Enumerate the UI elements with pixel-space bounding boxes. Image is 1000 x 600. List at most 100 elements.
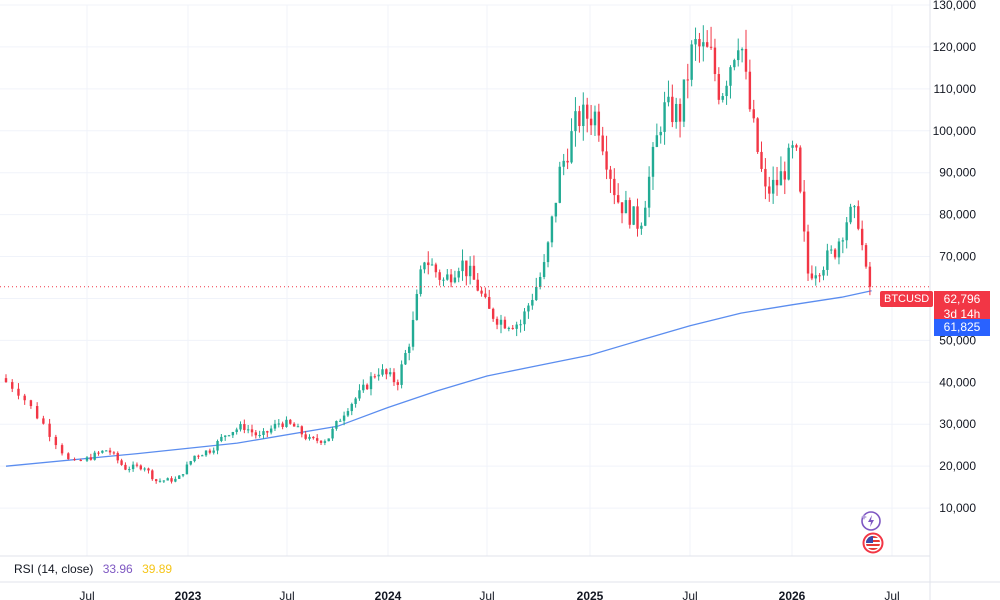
- candle-body: [223, 435, 227, 437]
- candle-body: [542, 262, 546, 277]
- rsi-value: 33.96: [102, 562, 133, 576]
- candle-body: [143, 468, 146, 470]
- candle-body: [690, 44, 693, 80]
- candle-body: [713, 47, 717, 75]
- candle-body: [709, 46, 713, 48]
- candle-body: [204, 450, 208, 456]
- candle-body: [558, 166, 561, 203]
- candle-body: [756, 118, 759, 152]
- candle-body: [833, 249, 837, 258]
- candle-body: [472, 265, 476, 280]
- candle-body: [783, 171, 786, 180]
- candle-body: [566, 160, 569, 163]
- price-tick-label: 20,000: [939, 459, 976, 473]
- candle-body: [818, 275, 821, 277]
- candle-body: [346, 411, 350, 416]
- candle-body: [628, 200, 631, 225]
- candle-body: [546, 242, 550, 263]
- candle-body: [570, 131, 573, 163]
- candle-body: [79, 459, 82, 461]
- candle-body: [791, 145, 794, 148]
- candle-body: [162, 480, 166, 482]
- candle-body: [400, 364, 403, 385]
- candle-body: [511, 327, 514, 329]
- candle-body: [538, 276, 542, 287]
- time-axis[interactable]: Jul 2023 Jul 2024 Jul 2025 Jul 2026 Jul: [79, 589, 899, 600]
- candle-body: [667, 96, 670, 103]
- candle-body: [554, 202, 558, 217]
- candle-body: [434, 264, 438, 273]
- candle-body: [85, 457, 89, 461]
- candle-body: [674, 103, 678, 123]
- candle-body: [193, 455, 196, 462]
- candle-body: [408, 346, 411, 353]
- candle-body: [480, 290, 483, 294]
- candle-body: [323, 441, 327, 443]
- candle-body: [799, 147, 802, 192]
- candle-body: [139, 465, 142, 470]
- candle-body: [589, 118, 593, 126]
- candle-body: [101, 450, 104, 453]
- candlestick-series: [4, 25, 872, 484]
- candle-body: [404, 352, 407, 365]
- candle-body: [427, 262, 430, 266]
- candle-body: [250, 429, 254, 433]
- rsi-legend[interactable]: RSI (14, close) 33.96 39.89: [0, 558, 944, 580]
- candle-body: [733, 60, 736, 68]
- moving-average-path: [5, 290, 872, 467]
- candle-body: [550, 216, 554, 243]
- candle-body: [358, 390, 361, 399]
- candle-body: [488, 297, 491, 309]
- candle-body: [616, 195, 620, 203]
- candle-body: [453, 277, 457, 283]
- candle-body: [430, 264, 434, 266]
- price-tick-label: 40,000: [939, 375, 976, 389]
- candle-body: [396, 382, 399, 385]
- candle-body: [154, 479, 158, 482]
- candle-body: [698, 38, 701, 47]
- sparkle-icon[interactable]: [860, 510, 882, 532]
- candle-body: [235, 429, 238, 433]
- candle-body: [93, 452, 96, 460]
- candle-body: [562, 160, 565, 167]
- candle-body: [678, 103, 682, 122]
- candle-body: [181, 474, 185, 476]
- candle-body: [837, 241, 841, 258]
- rsi-ma-value: 39.89: [142, 562, 173, 576]
- candle-body: [42, 418, 45, 424]
- candle-body: [239, 424, 242, 430]
- candle-body: [185, 464, 189, 475]
- candle-body: [725, 85, 728, 97]
- candle-body: [841, 240, 845, 242]
- candle-body: [659, 131, 662, 136]
- candle-body: [442, 279, 445, 281]
- candle-body: [860, 228, 864, 246]
- time-tick-label: 2023: [175, 589, 202, 600]
- candle-body: [29, 400, 33, 407]
- time-tick-label: 2025: [577, 589, 604, 600]
- candle-body: [423, 262, 426, 270]
- candle-body: [277, 423, 280, 425]
- candle-body: [721, 96, 724, 100]
- time-tick-label: 2024: [375, 589, 402, 600]
- candle-body: [849, 206, 852, 223]
- candle-body: [438, 272, 441, 280]
- candle-body: [857, 206, 860, 229]
- candle-body: [531, 299, 534, 306]
- candle-body: [826, 250, 829, 270]
- candle-body: [609, 169, 612, 179]
- candle-body: [170, 478, 173, 482]
- us-flag-icon[interactable]: [862, 532, 884, 554]
- candle-body: [752, 109, 755, 119]
- candle-body: [519, 324, 522, 326]
- candle-body: [593, 111, 597, 126]
- candle-body: [507, 327, 511, 329]
- candle-body: [17, 388, 20, 396]
- candle-body: [686, 79, 689, 81]
- candle-body: [795, 145, 798, 148]
- candle-body: [89, 457, 93, 460]
- candle-body: [419, 269, 422, 295]
- candle-body: [682, 79, 686, 122]
- candle-body: [315, 438, 319, 441]
